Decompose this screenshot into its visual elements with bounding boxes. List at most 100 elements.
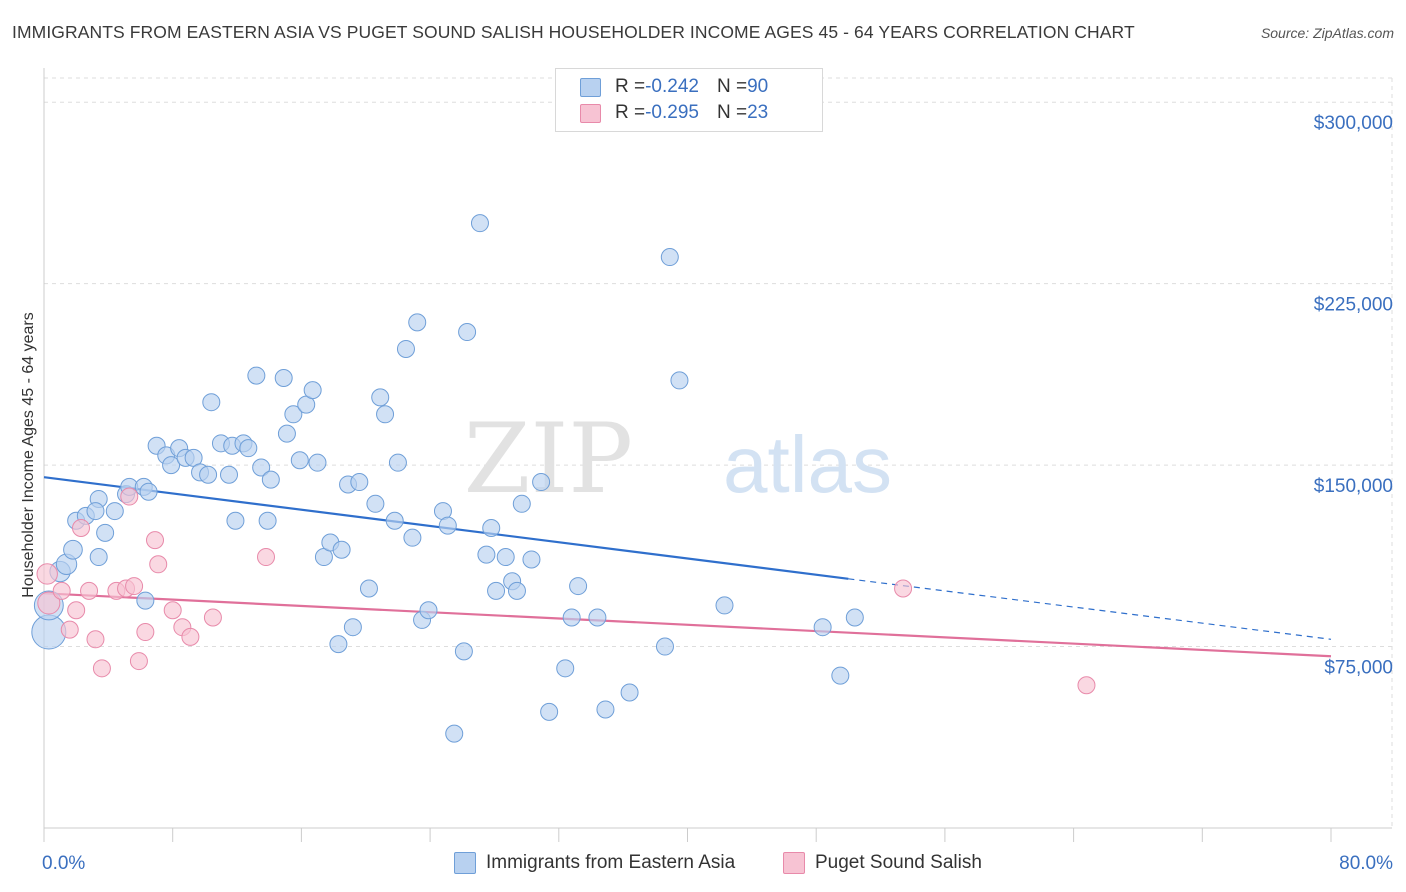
point-eastern-asia <box>220 465 239 484</box>
point-eastern-asia <box>419 601 438 620</box>
point-eastern-asia <box>86 502 105 521</box>
point-eastern-asia <box>403 528 422 547</box>
point-eastern-asia <box>162 456 181 475</box>
point-eastern-asia <box>482 519 501 537</box>
legend-label-eastern-asia: Immigrants from Eastern Asia <box>486 852 736 873</box>
point-eastern-asia <box>569 577 588 596</box>
x-tick-label: 0.0% <box>42 853 85 874</box>
point-puget-sound-salish <box>149 555 168 574</box>
point-puget-sound-salish <box>120 487 139 506</box>
watermark-atlas: atlas <box>723 420 892 509</box>
point-eastern-asia <box>258 511 277 530</box>
point-eastern-asia <box>445 724 464 743</box>
point-eastern-asia <box>556 659 575 678</box>
point-eastern-asia <box>396 339 415 358</box>
point-eastern-asia <box>470 214 489 233</box>
point-eastern-asia <box>408 313 427 332</box>
point-eastern-asia <box>655 637 674 656</box>
point-eastern-asia <box>89 548 108 567</box>
zipatlas-watermark: ZIP atlas <box>464 403 892 515</box>
point-puget-sound-salish <box>52 581 71 600</box>
point-eastern-asia <box>247 366 266 385</box>
legend-label-puget-sound-salish: Puget Sound Salish <box>815 852 982 873</box>
point-eastern-asia <box>284 405 303 424</box>
point-puget-sound-salish <box>60 620 79 639</box>
point-eastern-asia <box>376 405 395 424</box>
point-eastern-asia <box>199 465 218 484</box>
legend-r-value: -0.295 <box>645 102 699 123</box>
point-puget-sound-salish <box>146 531 165 550</box>
point-eastern-asia <box>332 540 351 559</box>
point-puget-sound-salish <box>80 581 99 600</box>
trend-line-puget-sound-salish <box>43 592 1332 658</box>
point-eastern-asia <box>496 548 515 567</box>
point-eastern-asia <box>562 608 581 627</box>
point-puget-sound-salish <box>72 519 91 537</box>
legend-row-pink: R = -0.295 N = 23 <box>580 101 768 125</box>
legend-n-label: N = <box>716 102 748 123</box>
point-eastern-asia <box>458 323 477 342</box>
point-eastern-asia <box>371 388 390 407</box>
y-tick-label: $300,000 <box>1314 113 1393 134</box>
trend-line-eastern-asia-extension <box>848 578 1332 640</box>
legend-r-label: R = <box>615 76 646 97</box>
pink-square-icon <box>783 852 805 874</box>
point-eastern-asia <box>277 424 296 443</box>
chart-title: IMMIGRANTS FROM EASTERN ASIA VS PUGET SO… <box>12 22 1135 42</box>
point-eastern-asia <box>303 381 322 400</box>
point-eastern-asia <box>226 511 245 530</box>
legend-n-value: 90 <box>747 76 769 97</box>
point-eastern-asia <box>660 248 679 267</box>
point-eastern-asia <box>512 494 531 513</box>
point-puget-sound-salish <box>37 591 61 615</box>
point-puget-sound-salish <box>86 630 105 649</box>
point-puget-sound-salish <box>67 601 86 620</box>
point-puget-sound-salish <box>1077 676 1096 695</box>
point-puget-sound-salish <box>203 608 222 627</box>
point-eastern-asia <box>813 618 832 637</box>
point-puget-sound-salish <box>163 601 182 620</box>
point-eastern-asia <box>588 608 607 627</box>
point-eastern-asia <box>308 453 327 472</box>
point-puget-sound-salish <box>136 623 155 642</box>
pink-swatch-icon <box>580 103 601 123</box>
point-puget-sound-salish <box>36 563 58 585</box>
point-eastern-asia <box>540 702 559 721</box>
point-eastern-asia <box>477 545 496 564</box>
point-eastern-asia <box>359 579 378 598</box>
point-eastern-asia <box>136 591 155 610</box>
point-eastern-asia <box>715 596 734 615</box>
legend-r-label: R = <box>615 102 646 123</box>
point-eastern-asia <box>454 642 473 661</box>
point-eastern-asia <box>487 581 506 600</box>
data-points <box>31 214 1096 743</box>
legend-n-value: 23 <box>747 102 769 123</box>
point-eastern-asia <box>274 369 293 387</box>
point-puget-sound-salish <box>125 577 144 596</box>
axis-labels: $75,000 $150,000 $225,000 $300,000 0.0% 80.0% <box>42 113 1393 874</box>
correlation-legend: R = -0.242 N = 90 R = -0.295 N = 23 <box>555 68 823 132</box>
point-eastern-asia <box>366 494 385 513</box>
point-eastern-asia <box>252 458 271 477</box>
point-puget-sound-salish <box>129 652 148 671</box>
y-tick-label: $75,000 <box>1324 658 1393 679</box>
y-tick-label: $225,000 <box>1314 295 1393 316</box>
watermark-zip: ZIP <box>464 403 633 515</box>
source-credit: Source: ZipAtlas.com <box>1260 25 1394 41</box>
point-eastern-asia <box>239 439 258 458</box>
point-eastern-asia <box>343 618 362 637</box>
axes <box>43 68 1392 842</box>
point-eastern-asia <box>596 700 615 719</box>
point-eastern-asia <box>105 502 124 521</box>
y-axis-label: Householder Income Ages 45 - 64 years <box>20 312 37 598</box>
point-eastern-asia <box>202 393 221 412</box>
point-eastern-asia <box>388 453 407 472</box>
point-eastern-asia <box>139 482 158 501</box>
point-eastern-asia <box>532 473 551 492</box>
legend-n-label: N = <box>716 76 748 97</box>
point-eastern-asia <box>507 581 526 600</box>
point-eastern-asia <box>385 511 404 530</box>
blue-swatch-icon <box>580 77 601 97</box>
legend-row-blue: R = -0.242 N = 90 <box>580 75 768 99</box>
point-eastern-asia <box>350 473 369 492</box>
